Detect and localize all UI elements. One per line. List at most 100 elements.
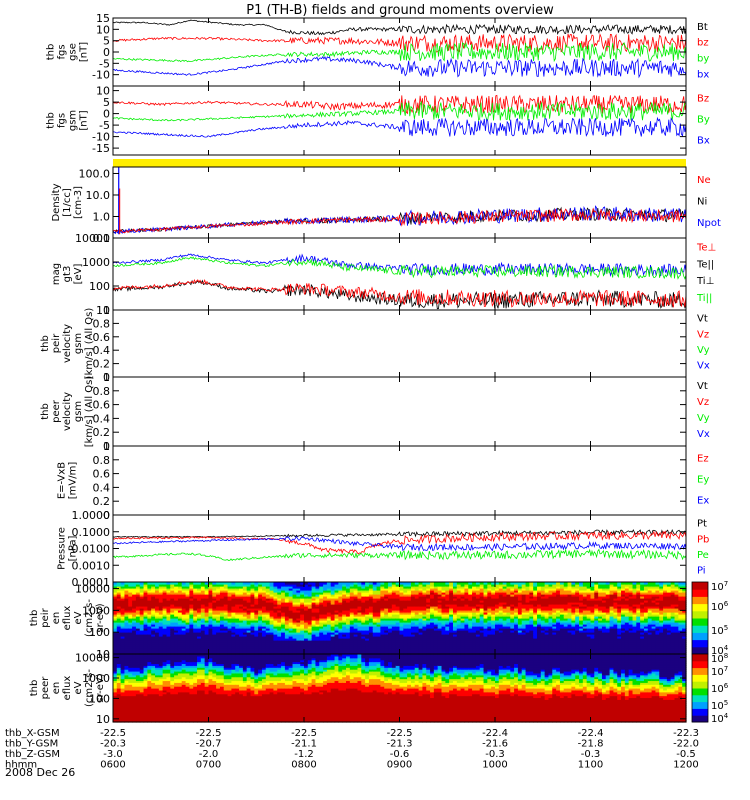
heatmap-cell xyxy=(365,626,370,629)
heatmap-cell xyxy=(586,616,592,619)
heatmap-cell xyxy=(483,622,488,625)
heatmap-cell xyxy=(246,590,252,593)
heatmap-cell xyxy=(281,592,286,595)
heatmap-cell xyxy=(368,648,374,651)
heatmap-cell xyxy=(475,640,481,643)
heatmap-cell xyxy=(124,612,129,615)
heatmap-cell xyxy=(514,594,519,597)
heatmap-cell xyxy=(475,618,481,621)
heatmap-cell xyxy=(372,618,378,621)
heatmap-cell xyxy=(120,626,126,629)
y-axis-label: Density[1/cc][cm-3] xyxy=(51,183,84,221)
heatmap-cell xyxy=(579,586,584,589)
heatmap-cell xyxy=(590,634,595,637)
heatmap-cell xyxy=(135,604,141,607)
heatmap-cell xyxy=(246,598,252,601)
heatmap-cell xyxy=(468,650,473,653)
heatmap-cell xyxy=(571,626,576,629)
heatmap-cell xyxy=(491,596,496,599)
heatmap-cell xyxy=(219,632,225,635)
heatmap-cell xyxy=(177,600,183,603)
heatmap-cell xyxy=(552,632,557,635)
heatmap-cell xyxy=(372,614,378,617)
heatmap-cell xyxy=(433,646,439,649)
heatmap-cell xyxy=(139,598,145,601)
heatmap-cell xyxy=(372,630,378,633)
heatmap-cell xyxy=(559,648,565,651)
heatmap-cell xyxy=(376,616,381,619)
heatmap-cell xyxy=(510,590,515,593)
heatmap-cell xyxy=(510,634,515,637)
heatmap-cell xyxy=(304,632,309,635)
heatmap-cell xyxy=(418,614,424,617)
heatmap-cell xyxy=(158,616,164,619)
heatmap-cell xyxy=(342,644,347,647)
heatmap-cell xyxy=(346,586,351,589)
heatmap-cell xyxy=(193,606,198,609)
heatmap-cell xyxy=(399,652,404,655)
heatmap-cell xyxy=(128,586,133,589)
heatmap-cell xyxy=(491,638,496,641)
heatmap-cell xyxy=(135,606,141,609)
heatmap-cell xyxy=(338,596,343,599)
heatmap-cell xyxy=(391,618,397,621)
heatmap-cell xyxy=(128,652,133,655)
heatmap-cell xyxy=(368,632,374,635)
heatmap-cell xyxy=(407,642,412,645)
heatmap-cell xyxy=(410,622,416,625)
heatmap-cell xyxy=(177,598,183,601)
heatmap-cell xyxy=(273,600,278,603)
heatmap-cell xyxy=(147,640,152,643)
heatmap-cell xyxy=(464,628,469,631)
heatmap-cell xyxy=(483,624,488,627)
heatmap-cell xyxy=(472,618,477,621)
heatmap-cell xyxy=(128,620,133,623)
heatmap-cell xyxy=(326,600,332,603)
heatmap-cell xyxy=(113,608,118,611)
heatmap-cell xyxy=(388,624,393,627)
heatmap-cell xyxy=(391,594,397,597)
heatmap-cell xyxy=(601,616,607,619)
heatmap-cell xyxy=(212,618,217,621)
heatmap-cell xyxy=(422,592,427,595)
heatmap-cell xyxy=(128,622,133,625)
heatmap-cell xyxy=(575,652,580,655)
heatmap-cell xyxy=(395,590,401,593)
heatmap-cell xyxy=(128,610,133,613)
heatmap-cell xyxy=(231,602,236,605)
heatmap-cell xyxy=(575,620,580,623)
heatmap-cell xyxy=(376,598,381,601)
heatmap-cell xyxy=(376,614,381,617)
heatmap-cell xyxy=(475,622,481,625)
heatmap-cell xyxy=(445,606,450,609)
heatmap-cell xyxy=(323,628,328,631)
heatmap-cell xyxy=(147,586,152,589)
heatmap-cell xyxy=(311,624,317,627)
heatmap-cell xyxy=(567,620,572,623)
heatmap-cell xyxy=(346,630,351,633)
heatmap-cell xyxy=(395,602,401,605)
heatmap-cell xyxy=(479,602,485,605)
heatmap-cell xyxy=(265,638,271,641)
heatmap-cell xyxy=(422,644,427,647)
heatmap-cell xyxy=(563,582,569,585)
heatmap-cell xyxy=(166,584,171,587)
heatmap-cell xyxy=(292,630,297,633)
heatmap-cell xyxy=(403,608,408,611)
heatmap-cell xyxy=(334,638,339,641)
heatmap-cell xyxy=(193,618,198,621)
heatmap-cell xyxy=(223,648,229,651)
heatmap-cell xyxy=(437,626,443,629)
heatmap-cell xyxy=(124,644,129,647)
heatmap-cell xyxy=(441,586,446,589)
heatmap-cell xyxy=(437,610,443,613)
heatmap-cell xyxy=(483,636,488,639)
heatmap-cell xyxy=(533,584,538,587)
heatmap-cell xyxy=(296,604,301,607)
heatmap-cell xyxy=(575,632,580,635)
heatmap-cell xyxy=(410,592,416,595)
heatmap-cell xyxy=(571,582,576,585)
heatmap-cell xyxy=(120,620,126,623)
heatmap-cell xyxy=(250,646,255,649)
heatmap-cell xyxy=(487,618,492,621)
